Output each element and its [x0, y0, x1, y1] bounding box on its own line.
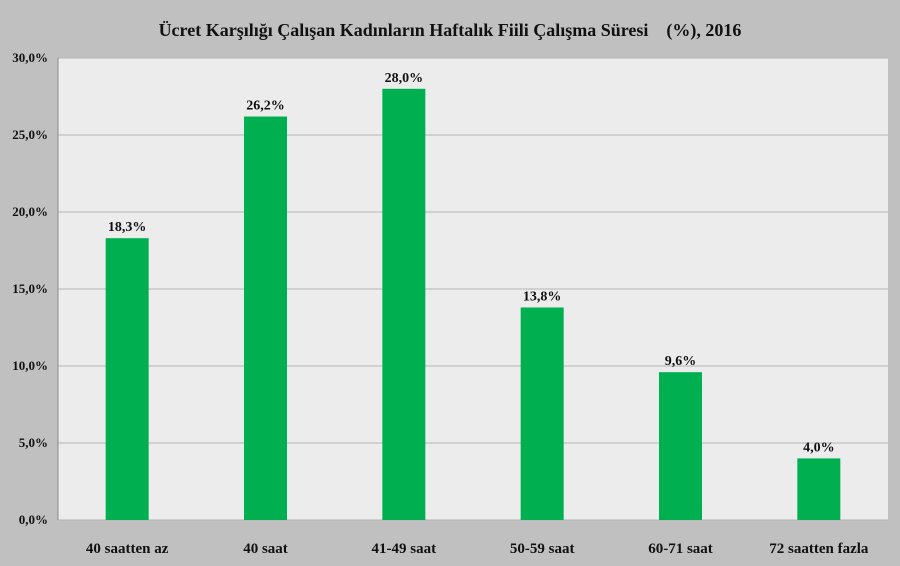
x-tick-label: 40 saatten az [86, 541, 169, 557]
chart-title: Ücret Karşılığı Çalışan Kadınların Hafta… [158, 20, 742, 40]
bar [244, 116, 287, 521]
y-axis: 0,0% 5,0% 10,0% 15,0% 20,0% 25,0% 30,0% [12, 50, 59, 527]
y-tick-label: 20,0% [12, 204, 48, 219]
data-labels: 18,3% 26,2% 28,0% 13,8% 9,6% 4,0% [108, 71, 835, 456]
y-tick-label: 10,0% [12, 358, 48, 373]
x-tick-label: 72 saatten fazla [769, 541, 869, 557]
x-tick-label: 60-71 saat [648, 541, 713, 557]
x-axis: 40 saatten az 40 saat 41-49 saat 50-59 saat… [86, 541, 869, 557]
data-label: 28,0% [385, 71, 424, 86]
x-tick-label: 41-49 saat [372, 541, 437, 557]
x-tick-label: 40 saat [243, 541, 288, 557]
data-label: 18,3% [108, 220, 147, 235]
bar [105, 238, 149, 520]
bars [105, 88, 841, 521]
bar [520, 307, 564, 520]
data-label: 4,0% [803, 440, 835, 455]
y-tick-label: 30,0% [12, 50, 48, 65]
y-tick-label: 5,0% [19, 435, 48, 450]
x-tick-label: 50-59 saat [510, 541, 575, 557]
bar [797, 458, 841, 520]
data-label: 26,2% [246, 99, 285, 114]
y-tick-label: 15,0% [12, 281, 48, 296]
data-label: 9,6% [665, 354, 697, 369]
data-label: 13,8% [523, 289, 562, 304]
grid-lines [58, 57, 888, 521]
bar [382, 88, 426, 521]
y-tick-label: 0,0% [19, 512, 48, 527]
bar [659, 372, 702, 520]
y-tick-label: 25,0% [12, 127, 48, 142]
